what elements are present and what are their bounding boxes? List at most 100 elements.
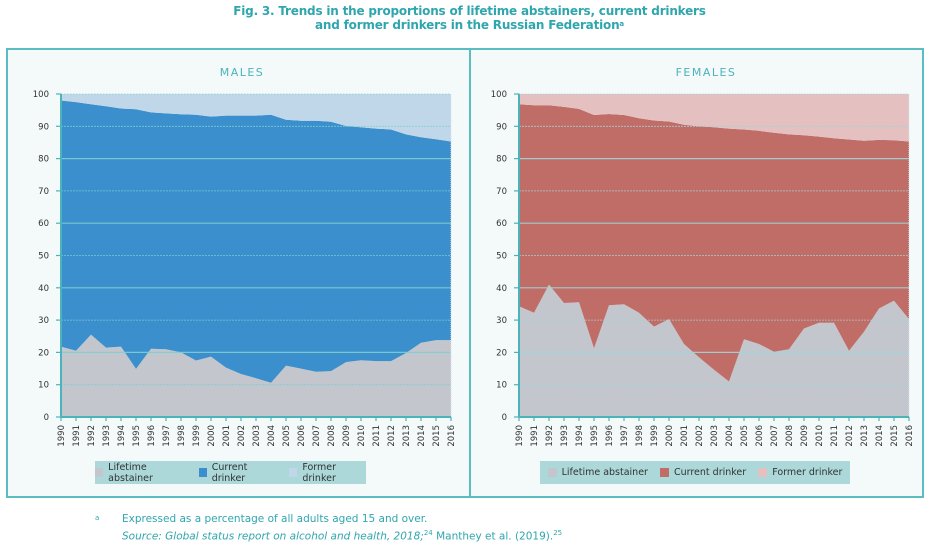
males-ytick-label: 20 <box>38 348 49 358</box>
females-xtick-label: 2010 <box>815 425 825 447</box>
females-xtick-label: 2016 <box>905 425 915 447</box>
females-xtick-label: 2014 <box>875 425 885 447</box>
females-ytick-label: 60 <box>496 219 507 229</box>
males-xtick-label: 2003 <box>252 425 262 447</box>
females-xtick-label: 1995 <box>590 425 600 447</box>
females-ytick-label: 40 <box>496 284 507 294</box>
males-xtick-label: 2010 <box>357 425 367 447</box>
males-ytick-label: 50 <box>38 252 49 262</box>
legend-label: Current drinker <box>673 467 747 478</box>
legend-swatch-abstainer <box>547 468 557 477</box>
males-xtick-label: 1990 <box>57 425 67 447</box>
males-xtick-label: 2009 <box>342 425 352 447</box>
footnote: a Expressed as a percentage of all adult… <box>95 512 562 544</box>
females-ytick-label: 50 <box>496 252 507 262</box>
males-xtick-label: 2001 <box>222 425 232 447</box>
females-xtick-label: 2008 <box>785 425 795 447</box>
females-xtick-label: 2004 <box>725 425 735 447</box>
females-ytick-label: 10 <box>496 381 507 391</box>
males-xtick-label: 2006 <box>297 425 307 447</box>
legend-swatch-current <box>198 468 207 477</box>
legend-swatch-former <box>758 468 768 477</box>
source-ref1: 24 <box>423 529 433 537</box>
legend-label: Former drinker <box>302 461 337 484</box>
legend-label: Lifetime abstainer <box>108 461 153 484</box>
legend-swatch-former <box>289 468 298 477</box>
males-xtick-label: 2007 <box>312 425 322 447</box>
males-xtick-label: 1999 <box>192 425 202 447</box>
charts-canvas: 0 10 20 30 40 50 60 70 80 90 100 1990 1991 1992 1993 19… <box>33 90 915 447</box>
males-ytick-label: 90 <box>38 122 49 132</box>
males-xtick-label: 1995 <box>132 425 142 447</box>
males-xtick-label: 1996 <box>147 425 157 447</box>
males-xtick-label: 1993 <box>102 425 112 447</box>
figure-title-line2: and former drinkers in the Russian Feder… <box>0 18 939 32</box>
males-xtick-label: 2002 <box>237 425 247 447</box>
females-xtick-label: 2015 <box>890 425 900 447</box>
source-rest: Manthey et al. (2019). <box>432 530 554 543</box>
females-xtick-label: 1996 <box>605 425 615 447</box>
females-area-former-drinker <box>519 94 909 142</box>
legend-label: Current drinker <box>211 461 248 484</box>
females-legend-former: Former drinker <box>758 467 842 478</box>
females-xtick-label: 2011 <box>830 425 840 447</box>
females-xtick-label: 1994 <box>575 425 585 447</box>
females-ytick-label: 0 <box>502 413 507 423</box>
females-xtick-label: 1991 <box>530 425 540 447</box>
females-xtick-label: 1992 <box>545 425 555 447</box>
females-chart: 0 10 20 30 40 50 60 70 80 90 100 1990 1991 1992 1993 19… <box>491 90 915 447</box>
males-legend-former: Former drinker <box>289 462 366 484</box>
males-ytick-label: 100 <box>33 90 49 100</box>
females-legend-current: Current drinker <box>659 467 747 478</box>
females-panel-title: FEMALES <box>675 66 737 79</box>
females-xtick-label: 2006 <box>755 425 765 447</box>
figure-frame: MALES FEMALES 0 10 20 30 40 50 60 70 80 90 100 1990… <box>6 48 924 498</box>
males-xtick-label: 1997 <box>162 425 172 447</box>
females-ytick-label: 70 <box>496 187 507 197</box>
figure-title-line1: Fig. 3. Trends in the proportions of lif… <box>233 4 706 18</box>
females-xtick-label: 1990 <box>515 425 525 447</box>
males-ytick-label: 40 <box>38 284 49 294</box>
males-xtick-label: 2005 <box>282 425 292 447</box>
figure-title: Fig. 3. Trends in the proportions of lif… <box>0 4 939 32</box>
females-xtick-label: 2001 <box>680 425 690 447</box>
males-legend-current: Current drinker <box>198 461 278 484</box>
legend-label: Former drinker <box>772 467 843 478</box>
males-chart: 0 10 20 30 40 50 60 70 80 90 100 1990 1991 1992 1993 19… <box>33 90 457 447</box>
males-xtick-label: 1998 <box>177 425 187 447</box>
males-ytick-label: 80 <box>38 155 49 165</box>
females-ytick-label: 20 <box>496 348 507 358</box>
males-xtick-label: 2012 <box>387 425 397 447</box>
males-legend: Lifetime abstainer Current drinker Forme… <box>95 461 366 484</box>
males-xtick-label: 2011 <box>372 425 382 447</box>
males-xtick-label: 1992 <box>87 425 97 447</box>
females-ytick-label: 100 <box>491 90 507 100</box>
footnote-marker: a <box>95 514 100 522</box>
males-ytick-label: 30 <box>38 316 49 326</box>
females-xtick-label: 2012 <box>845 425 855 447</box>
males-area-lifetime-abstainer <box>61 334 451 417</box>
title-footnote-marker: a <box>619 20 624 28</box>
males-area-current-drinker <box>61 100 451 383</box>
females-xtick-label: 2002 <box>695 425 705 447</box>
females-legend: Lifetime abstainer Current drinker Forme… <box>540 461 850 484</box>
figure-title-line2-text: and former drinkers in the Russian Feder… <box>315 18 620 32</box>
females-xtick-label: 2013 <box>860 425 870 447</box>
source-label: Source: Global status report on alcohol … <box>122 530 424 543</box>
females-xtick-label: 1999 <box>650 425 660 447</box>
panel-divider <box>469 50 471 496</box>
females-area-current-drinker <box>519 104 909 382</box>
females-xtick-label: 2009 <box>800 425 810 447</box>
females-ytick-label: 80 <box>496 155 507 165</box>
females-xtick-label: 2003 <box>710 425 720 447</box>
legend-label: Lifetime abstainer <box>561 467 648 478</box>
males-xtick-label: 2016 <box>447 425 457 447</box>
females-ytick-label: 90 <box>496 122 507 132</box>
footnote-line1: Expressed as a percentage of all adults … <box>122 513 428 525</box>
males-xtick-label: 2014 <box>417 425 427 447</box>
males-xtick-label: 2008 <box>327 425 337 447</box>
males-xtick-label: 2004 <box>267 425 277 447</box>
females-ytick-label: 30 <box>496 316 507 326</box>
legend-swatch-current <box>659 468 669 477</box>
males-xtick-label: 2013 <box>402 425 412 447</box>
